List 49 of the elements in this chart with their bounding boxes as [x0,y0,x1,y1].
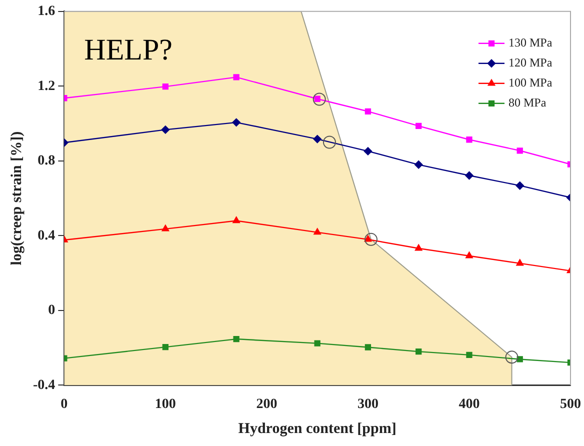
annotation: HELP? [84,33,172,66]
point [505,350,518,364]
y-tick-label: 0.8 [38,154,56,169]
y-tick-label: -0.4 [32,378,56,393]
x-tick-label: 400 [458,397,480,412]
point [314,340,320,346]
legend-label: 80 MPa [508,96,547,110]
point [364,344,372,350]
point [314,228,321,235]
point [364,147,372,156]
y-axis-title: log(creep strain [%]) [8,131,25,266]
point [313,134,322,144]
point [465,171,474,180]
point [232,118,240,127]
point [162,224,170,232]
point [466,352,472,358]
point [232,216,240,224]
y-tick-label: 0 [48,303,56,318]
point [233,336,240,342]
point [312,92,326,106]
point [516,259,524,266]
point [162,344,169,350]
point [414,160,423,169]
legend-label: 130 MPa [508,36,553,50]
legend-label: 120 MPa [508,56,553,70]
x-tick-label: 300 [357,397,378,412]
point [466,136,472,143]
x-tick-label: 200 [256,397,278,412]
y-tick-label: 0.4 [38,228,56,244]
point [161,126,170,134]
point [233,74,240,80]
legend-label: 100 MPa [508,76,553,90]
y-tick-label: 1.6 [38,4,56,20]
point [416,122,422,130]
x-tick-label: 100 [154,397,176,412]
point [414,244,422,251]
point [516,181,524,190]
point [466,252,473,258]
point [416,348,422,355]
point [162,83,169,90]
point [364,232,378,246]
point [364,108,372,114]
x-axis-title: Hydrogen content [ppm] [238,420,396,437]
y-tick-label: 1.2 [38,78,56,94]
point [516,148,523,154]
x-tick-label: 500 [560,397,581,412]
point [516,356,523,362]
point [322,136,336,149]
x-tick-label: 0 [60,397,68,412]
